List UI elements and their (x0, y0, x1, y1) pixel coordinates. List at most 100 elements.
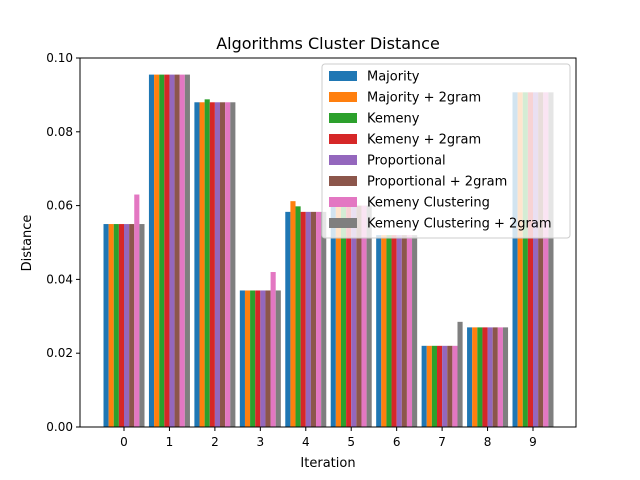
bar (204, 99, 210, 427)
bar (346, 205, 352, 427)
bar (250, 290, 256, 427)
x-tick-label: 4 (302, 435, 310, 449)
legend-swatch (329, 197, 357, 207)
y-tick-label: 0.02 (46, 346, 73, 360)
bar (426, 345, 432, 427)
bar (184, 74, 190, 428)
x-tick-label: 2 (211, 435, 219, 449)
bar (118, 224, 125, 427)
bars-group (103, 74, 554, 428)
chart-title: Algorithms Cluster Distance (216, 34, 440, 53)
bar (265, 290, 271, 427)
bar (351, 205, 357, 427)
bar (401, 235, 407, 427)
bar (457, 321, 463, 427)
bar (321, 211, 327, 427)
bar (169, 74, 175, 428)
y-tick-label: 0.10 (46, 51, 73, 65)
bar (270, 272, 276, 427)
legend-label: Kemeny (367, 112, 420, 127)
legend-label: Kemeny Clustering (367, 196, 490, 211)
bar (290, 201, 296, 427)
bar (305, 211, 311, 427)
bar (548, 92, 554, 427)
bar (467, 327, 473, 427)
bar (522, 92, 528, 427)
bar (381, 235, 387, 427)
plot-frame (79, 57, 577, 428)
bar (316, 211, 322, 427)
bar (113, 224, 119, 427)
bar (452, 345, 458, 427)
x-axis-label: Iteration (300, 456, 355, 471)
x-axis: 0 1 2 3 4 5 6 7 8 9 (120, 427, 537, 449)
bar (543, 92, 549, 427)
legend: Majority Majority + 2gram Kemeny Kemeny + 2… (321, 63, 571, 239)
legend-frame (321, 63, 571, 239)
y-axis: 0.00 0.02 0.04 0.06 0.08 0.10 (46, 51, 80, 434)
bar (492, 327, 498, 427)
bar (482, 327, 488, 427)
bar (436, 345, 443, 427)
bar (340, 205, 347, 427)
legend-swatch (329, 71, 357, 81)
x-tick-label: 3 (257, 435, 265, 449)
bar (214, 102, 221, 427)
y-tick-label: 0.00 (46, 420, 73, 434)
bar (335, 205, 341, 427)
x-tick-label: 7 (438, 435, 446, 449)
bar (366, 205, 372, 427)
bar (310, 211, 317, 427)
bar (154, 74, 160, 428)
bar (477, 327, 483, 427)
bar (497, 327, 503, 427)
bar (209, 102, 215, 427)
bar (406, 235, 413, 427)
bar (295, 206, 301, 427)
bar (148, 74, 155, 428)
x-tick-label: 9 (529, 435, 537, 449)
bar (527, 92, 534, 427)
bar (255, 290, 261, 427)
legend-label: Kemeny Clustering + 2gram (367, 217, 552, 232)
bar (159, 74, 165, 428)
bar (103, 224, 109, 427)
bar (517, 92, 523, 427)
bar (421, 345, 427, 427)
bar (179, 74, 185, 428)
bar (391, 235, 397, 427)
bar (194, 102, 200, 427)
bar (431, 345, 437, 427)
bar (124, 224, 130, 427)
y-tick-label: 0.04 (46, 272, 73, 286)
bar (330, 205, 336, 427)
bar (230, 102, 236, 427)
bar (225, 102, 231, 427)
legend-swatch (329, 176, 357, 186)
bar (447, 345, 453, 427)
legend-label: Majority + 2gram (367, 91, 481, 106)
bar (533, 92, 539, 427)
bar (442, 345, 448, 427)
legend-swatch (329, 134, 357, 144)
y-tick-label: 0.08 (46, 125, 73, 139)
bar (487, 327, 493, 427)
bar (472, 327, 478, 427)
bar (396, 235, 402, 427)
bar (285, 211, 291, 427)
legend-label: Majority (367, 70, 420, 85)
x-tick-label: 1 (166, 435, 174, 449)
legend-swatch (329, 155, 357, 165)
bar (275, 290, 281, 427)
legend-swatch (329, 218, 357, 228)
bar (502, 327, 509, 427)
x-tick-label: 5 (347, 435, 355, 449)
bar (260, 290, 266, 427)
bar (361, 205, 367, 427)
x-tick-label: 6 (393, 435, 401, 449)
bar (512, 92, 518, 427)
bar (239, 290, 245, 427)
bar (300, 211, 306, 427)
bar (134, 194, 140, 427)
